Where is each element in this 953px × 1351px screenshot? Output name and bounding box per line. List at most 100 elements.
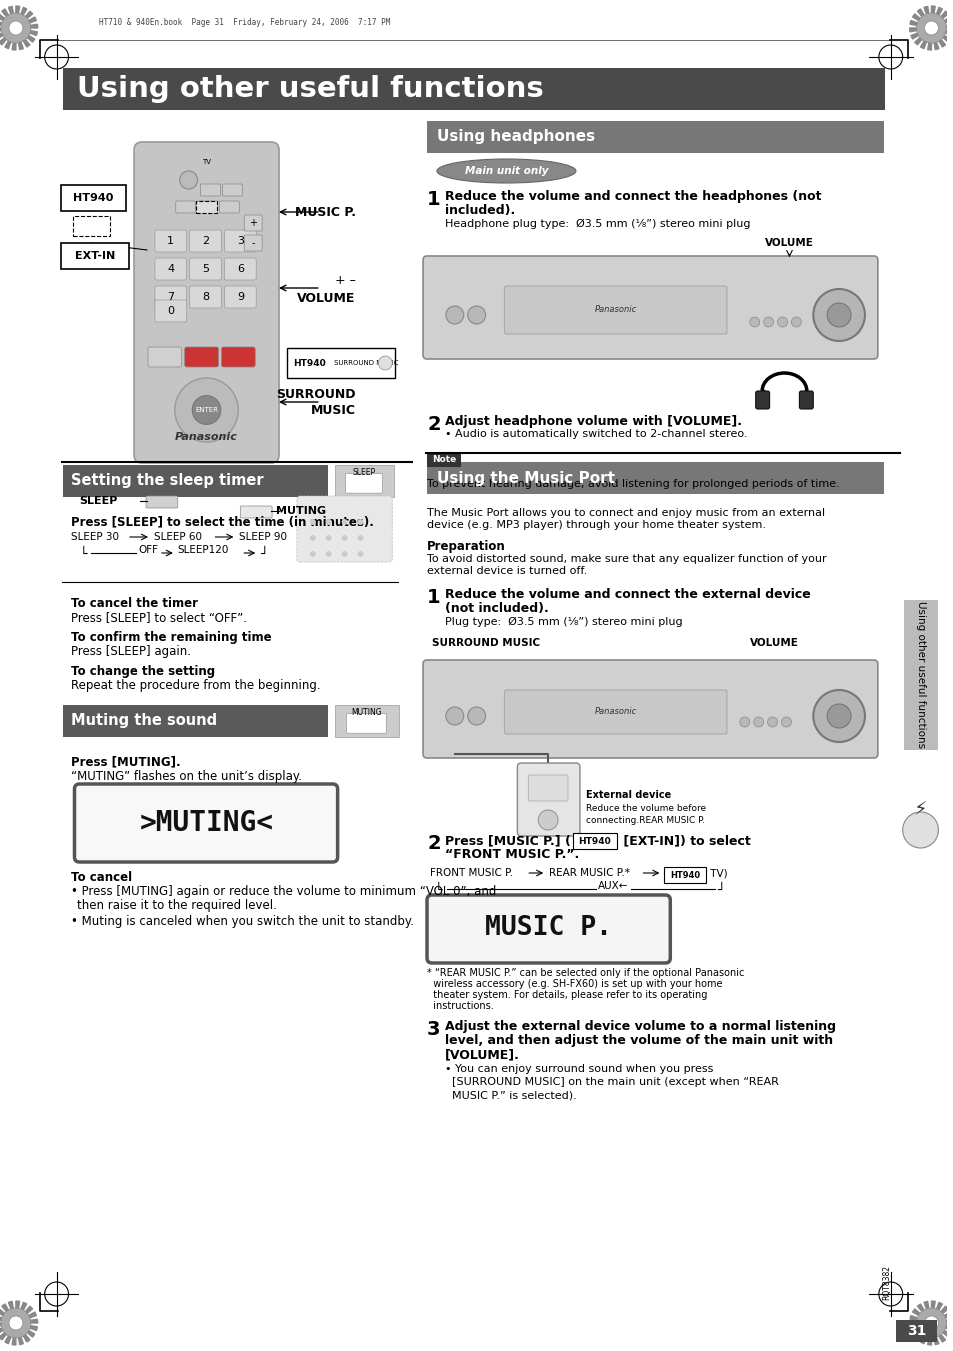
Polygon shape <box>912 1309 919 1316</box>
Polygon shape <box>926 43 930 50</box>
Text: Muting the sound: Muting the sound <box>71 713 217 728</box>
Polygon shape <box>0 20 2 26</box>
Text: HT940: HT940 <box>73 193 113 203</box>
Polygon shape <box>936 1302 942 1310</box>
Text: included).: included). <box>444 204 515 218</box>
Polygon shape <box>2 9 9 16</box>
Polygon shape <box>920 1336 925 1344</box>
Text: MUTING: MUTING <box>275 507 325 516</box>
Polygon shape <box>0 38 7 45</box>
Polygon shape <box>920 41 925 49</box>
Text: └: └ <box>79 549 87 561</box>
Text: [EXT-IN]) to select: [EXT-IN]) to select <box>618 834 750 847</box>
FancyBboxPatch shape <box>60 243 129 269</box>
Text: Press [SLEEP] to select “OFF”.: Press [SLEEP] to select “OFF”. <box>71 611 247 624</box>
Polygon shape <box>18 1337 23 1344</box>
Circle shape <box>826 303 850 327</box>
Polygon shape <box>12 43 16 50</box>
Bar <box>335 705 398 738</box>
Text: TV: TV <box>202 159 211 165</box>
Polygon shape <box>908 1323 916 1327</box>
FancyBboxPatch shape <box>185 347 218 367</box>
Text: wireless accessory (e.g. SH-FX60) is set up with your home: wireless accessory (e.g. SH-FX60) is set… <box>427 979 721 989</box>
Text: “MUTING” flashes on the unit’s display.: “MUTING” flashes on the unit’s display. <box>71 770 302 784</box>
Text: SLEEP120: SLEEP120 <box>177 544 229 555</box>
FancyBboxPatch shape <box>504 286 726 334</box>
Text: └: └ <box>435 884 442 897</box>
Text: MUSIC P.: MUSIC P. <box>294 205 355 219</box>
Polygon shape <box>936 7 942 15</box>
Polygon shape <box>26 11 32 19</box>
Text: HT940: HT940 <box>293 358 325 367</box>
Text: MUSIC P.” is selected).: MUSIC P.” is selected). <box>452 1090 576 1100</box>
Polygon shape <box>30 24 38 28</box>
Text: 1: 1 <box>167 236 174 246</box>
Text: SLEEP 30: SLEEP 30 <box>71 532 119 542</box>
Text: Preparation: Preparation <box>427 540 505 553</box>
Circle shape <box>753 717 762 727</box>
FancyBboxPatch shape <box>221 347 255 367</box>
Text: Using other useful functions: Using other useful functions <box>77 76 543 103</box>
Circle shape <box>902 812 938 848</box>
Text: 6: 6 <box>236 263 244 274</box>
FancyBboxPatch shape <box>755 390 769 409</box>
Polygon shape <box>910 34 918 39</box>
FancyBboxPatch shape <box>663 867 705 884</box>
Text: FRONT MUSIC P.: FRONT MUSIC P. <box>430 867 513 878</box>
Circle shape <box>445 707 463 725</box>
Text: REAR MUSIC P.*: REAR MUSIC P.* <box>549 867 629 878</box>
FancyBboxPatch shape <box>296 496 392 562</box>
Circle shape <box>357 551 363 557</box>
Text: External device: External device <box>585 790 670 800</box>
Text: ⚡: ⚡ <box>913 801 926 820</box>
Polygon shape <box>9 7 13 14</box>
Polygon shape <box>944 31 952 35</box>
Polygon shape <box>0 1316 2 1320</box>
Text: -: - <box>252 238 254 249</box>
Polygon shape <box>0 1309 5 1316</box>
Polygon shape <box>930 5 934 14</box>
Polygon shape <box>18 42 23 50</box>
Polygon shape <box>16 1301 20 1308</box>
Text: Using other useful functions: Using other useful functions <box>915 601 924 748</box>
Circle shape <box>791 317 801 327</box>
Circle shape <box>916 1308 945 1337</box>
FancyBboxPatch shape <box>427 453 460 467</box>
Text: SLEEP 90: SLEEP 90 <box>239 532 287 542</box>
Circle shape <box>762 317 773 327</box>
Text: Setting the sleep timer: Setting the sleep timer <box>71 473 264 489</box>
Circle shape <box>1 1308 30 1337</box>
Text: Reduce the volume and connect the external device: Reduce the volume and connect the extern… <box>444 588 810 601</box>
Text: 8: 8 <box>202 292 209 303</box>
Text: Using headphones: Using headphones <box>436 130 595 145</box>
FancyBboxPatch shape <box>60 185 126 211</box>
Text: 4: 4 <box>167 263 174 274</box>
Polygon shape <box>910 1328 918 1333</box>
FancyBboxPatch shape <box>219 201 239 213</box>
Polygon shape <box>0 1323 1 1327</box>
Text: SURROUND MUSIC: SURROUND MUSIC <box>334 359 397 366</box>
Text: Press [MUTING].: Press [MUTING]. <box>71 755 181 767</box>
Text: Reduce the volume and connect the headphones (not: Reduce the volume and connect the headph… <box>444 190 821 203</box>
Text: Adjust headphone volume with [VOLUME].: Adjust headphone volume with [VOLUME]. <box>444 415 741 428</box>
Polygon shape <box>938 1335 944 1342</box>
Text: Panasonic: Panasonic <box>175 432 237 442</box>
FancyBboxPatch shape <box>74 784 337 862</box>
Polygon shape <box>942 35 949 42</box>
FancyBboxPatch shape <box>224 258 256 280</box>
Circle shape <box>357 535 363 540</box>
Text: HT940: HT940 <box>669 870 700 880</box>
Polygon shape <box>938 39 944 47</box>
FancyBboxPatch shape <box>154 230 187 253</box>
Polygon shape <box>0 1328 3 1333</box>
Circle shape <box>179 172 197 189</box>
Polygon shape <box>909 20 917 26</box>
Polygon shape <box>917 1304 923 1312</box>
Polygon shape <box>930 1301 934 1308</box>
Text: EXT-IN: EXT-IN <box>75 251 115 261</box>
Text: * “REAR MUSIC P.” can be selected only if the optional Panasonic: * “REAR MUSIC P.” can be selected only i… <box>427 969 743 978</box>
Text: ┘: ┘ <box>717 884 723 897</box>
Polygon shape <box>29 18 36 23</box>
Text: 2: 2 <box>427 415 440 434</box>
Text: then raise it to the required level.: then raise it to the required level. <box>77 898 277 912</box>
